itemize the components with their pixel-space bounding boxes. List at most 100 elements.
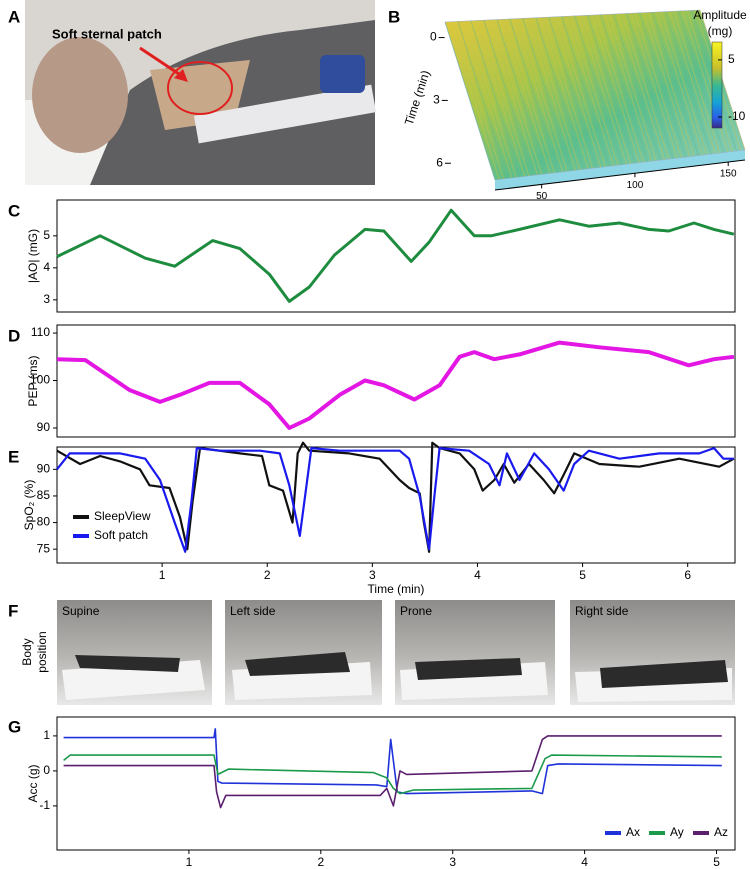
photo-label: Right side (575, 604, 629, 618)
y-axis-label: Body (20, 638, 34, 665)
surface-texture (699, 9, 746, 151)
surface-texture (682, 10, 729, 153)
surface-texture (509, 18, 560, 173)
legend-label: Az (714, 825, 728, 839)
surface-texture (569, 15, 619, 166)
surface-texture (664, 11, 712, 155)
surface-texture (656, 11, 704, 156)
surface-texture (578, 15, 627, 165)
y-axis-label: SpO₂ (%) (22, 480, 36, 531)
photos-f (57, 600, 735, 705)
surface-texture (522, 18, 572, 171)
surface-texture (543, 17, 593, 169)
photo-label: Supine (62, 604, 100, 618)
data-line (56, 340, 735, 430)
surface-texture (591, 14, 640, 163)
x-tick-label: 3 (449, 855, 456, 869)
surface-texture (526, 17, 576, 171)
x-tick-label: 3 (369, 568, 376, 582)
y-axis-label: position (35, 631, 49, 672)
surface-texture (634, 12, 682, 158)
surface-texture (600, 14, 649, 162)
y-tick-label: 90 (37, 462, 51, 476)
surface-texture (470, 20, 521, 178)
surface-texture (444, 21, 496, 181)
surface-texture (617, 13, 665, 160)
colorbar-label: (mg) (708, 24, 733, 38)
surface-texture (500, 19, 551, 174)
y-tick-label: 3 (433, 93, 440, 107)
surface-texture (556, 16, 606, 167)
panel-label: F (8, 601, 18, 620)
x-tick-label: 4 (581, 855, 588, 869)
surface-texture (639, 12, 687, 158)
surface-texture (535, 17, 585, 170)
surface-plot (444, 9, 746, 191)
surface-texture (561, 16, 610, 167)
panel-label: E (8, 447, 19, 466)
y-axis-label: Acc (g) (26, 764, 40, 802)
y-tick-label: 75 (37, 541, 51, 555)
x-tick-label: 5 (713, 855, 720, 869)
surface-texture (466, 20, 517, 178)
data-line (56, 441, 735, 553)
x-tick-label: 5 (579, 568, 586, 582)
x-tick-label: 2 (264, 568, 271, 582)
data-line (56, 447, 734, 553)
y-tick-label: 0 (430, 30, 437, 44)
plot-frame (56, 199, 736, 313)
surface-texture (673, 11, 721, 154)
y-axis-label: |AO| (mG) (26, 229, 40, 283)
photo-label: Left side (230, 604, 276, 618)
photo-label: Prone (400, 604, 432, 618)
surface-texture (457, 21, 509, 179)
x-tick-label: 150 (720, 169, 737, 180)
x-tick-label: 1 (186, 855, 193, 869)
plot-frame (56, 324, 736, 438)
y-axis-label: Time (min) (402, 69, 433, 127)
y-tick-label: 100 (30, 373, 50, 387)
y-tick-label: 6 (436, 155, 443, 169)
data-line (63, 728, 722, 795)
surface-texture (613, 13, 661, 161)
x-tick-label: 50 (536, 191, 548, 202)
surface-texture (574, 15, 623, 165)
surface-texture (621, 13, 670, 160)
panel-label: D (8, 326, 20, 345)
surface-texture (461, 21, 513, 179)
colorbar-tick-label: -10 (728, 109, 746, 123)
surface-texture (647, 12, 695, 157)
y-tick-label: 1 (43, 728, 50, 742)
y-tick-label: 80 (37, 515, 51, 529)
surface-texture (487, 19, 538, 176)
surface-texture (492, 19, 543, 175)
surface-texture (448, 21, 500, 180)
legend-label: Soft patch (94, 528, 148, 542)
plot-frame (56, 716, 736, 851)
x-tick-label: 100 (627, 180, 644, 191)
surface-texture (496, 19, 547, 175)
x-axis-label: Time (min) (368, 582, 425, 596)
colorbar-tick-label: 5 (728, 52, 735, 66)
surface-texture (626, 13, 674, 159)
surface-texture (660, 11, 708, 155)
surface-texture (669, 11, 716, 154)
y-tick-label: 110 (31, 325, 50, 339)
surface-texture (479, 20, 530, 177)
surface-texture (643, 12, 691, 157)
surface-texture (587, 15, 636, 164)
y-tick-label: 4 (43, 260, 50, 274)
panel-label: C (8, 201, 20, 220)
legend-label: Ay (670, 825, 684, 839)
surface-texture (582, 15, 632, 164)
data-line (63, 735, 722, 809)
surface-texture (630, 13, 678, 159)
y-tick-label: 3 (43, 292, 50, 306)
photo-a (25, 0, 377, 185)
data-line (63, 754, 722, 795)
x-tick-label: 4 (474, 568, 481, 582)
surface-texture (548, 16, 598, 168)
surface-texture (539, 17, 589, 169)
surface-texture (505, 19, 555, 174)
